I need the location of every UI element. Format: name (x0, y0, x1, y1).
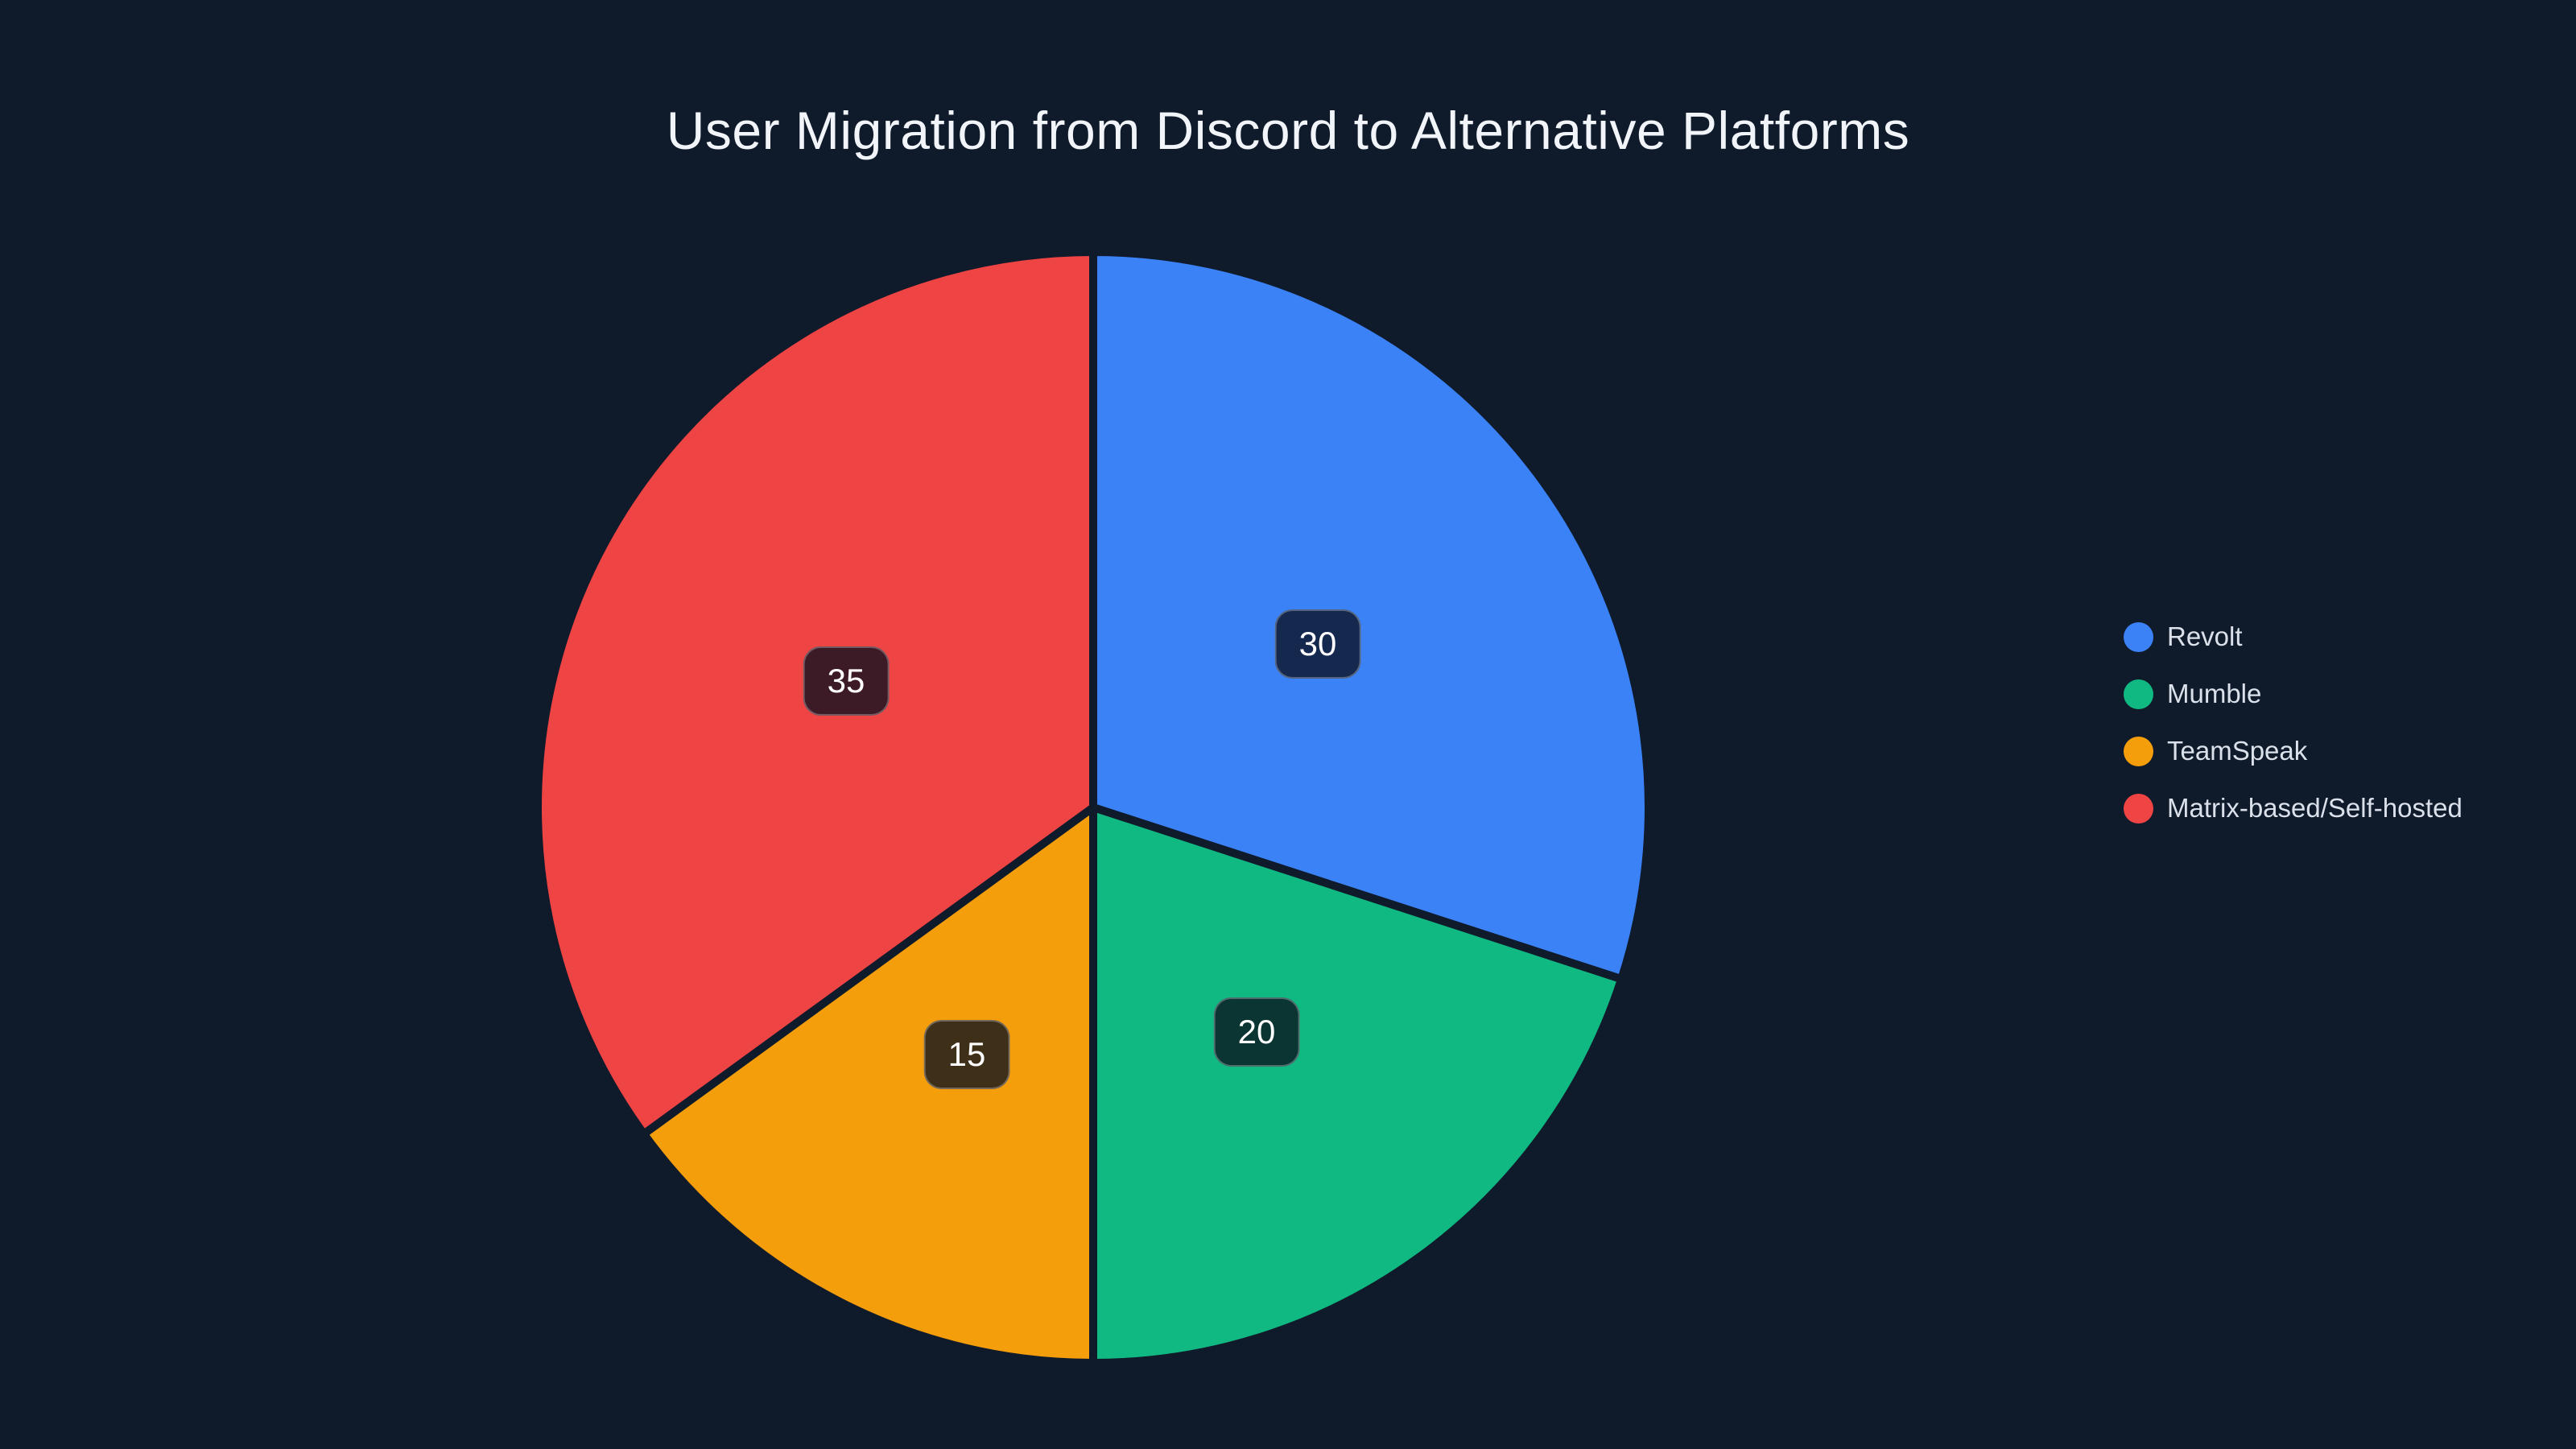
pie-slice-teamspeak[interactable] (638, 799, 1097, 1368)
pie-value-label-mumble: 20 (1213, 997, 1300, 1067)
legend-label: TeamSpeak (2167, 736, 2308, 766)
pie-slice-revolt[interactable] (1089, 247, 1653, 985)
legend-item-teamspeak[interactable]: TeamSpeak (2124, 736, 2462, 766)
chart-title: User Migration from Discord to Alternati… (666, 101, 1910, 160)
pie-slice-mumble[interactable] (1089, 802, 1627, 1368)
legend-marker-teamspeak (2124, 736, 2153, 766)
legend-item-revolt[interactable]: Revolt (2124, 621, 2462, 652)
pie-value-label-revolt: 30 (1274, 609, 1361, 679)
legend-label: Mumble (2167, 679, 2262, 708)
legend: Revolt Mumble TeamSpeak Matrix-based/Self-h… (2124, 621, 2462, 824)
legend-item-mumble[interactable]: Mumble (2124, 679, 2462, 709)
legend-marker-matrix-based-self-hosted (2124, 793, 2153, 824)
pie-value-label-teamspeak: 15 (923, 1020, 1010, 1089)
legend-label: Matrix-based/Self-hosted (2167, 793, 2462, 823)
legend-marker-revolt (2124, 621, 2153, 652)
legend-marker-mumble (2124, 679, 2153, 709)
legend-label: Revolt (2167, 621, 2243, 651)
pie-value-label-matrix-based-self-hosted: 35 (803, 646, 890, 716)
legend-item-matrix-based-self-hosted[interactable]: Matrix-based/Self-hosted (2124, 793, 2462, 824)
